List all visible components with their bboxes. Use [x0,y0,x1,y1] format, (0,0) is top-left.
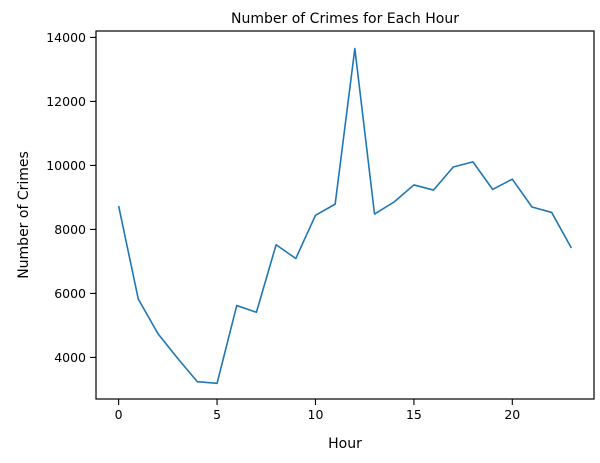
x-tick-label-0: 0 [115,407,123,422]
x-axis-label: Hour [328,436,362,452]
y-tick-label-2: 8000 [54,222,86,237]
y-tick-label-1: 6000 [54,286,86,301]
y-axis: 4000 6000 8000 10000 12000 14000 [46,30,96,365]
y-tick-label-5: 14000 [46,30,86,45]
y-tick-label-3: 10000 [46,158,86,173]
x-tick-label-4: 20 [504,407,520,422]
y-tick-label-0: 4000 [54,350,86,365]
series-line-0 [117,47,573,385]
x-tick-label-1: 5 [213,407,221,422]
x-tick-label-3: 15 [406,407,422,422]
y-tick-label-4: 12000 [46,94,86,109]
series-group [117,47,573,385]
x-axis: 0 5 10 15 20 [115,399,520,422]
x-tick-label-2: 10 [308,407,324,422]
y-axis-label: Number of Crimes [16,151,32,279]
chart-title: Number of Crimes for Each Hour [231,11,459,27]
plot-frame [95,30,595,400]
